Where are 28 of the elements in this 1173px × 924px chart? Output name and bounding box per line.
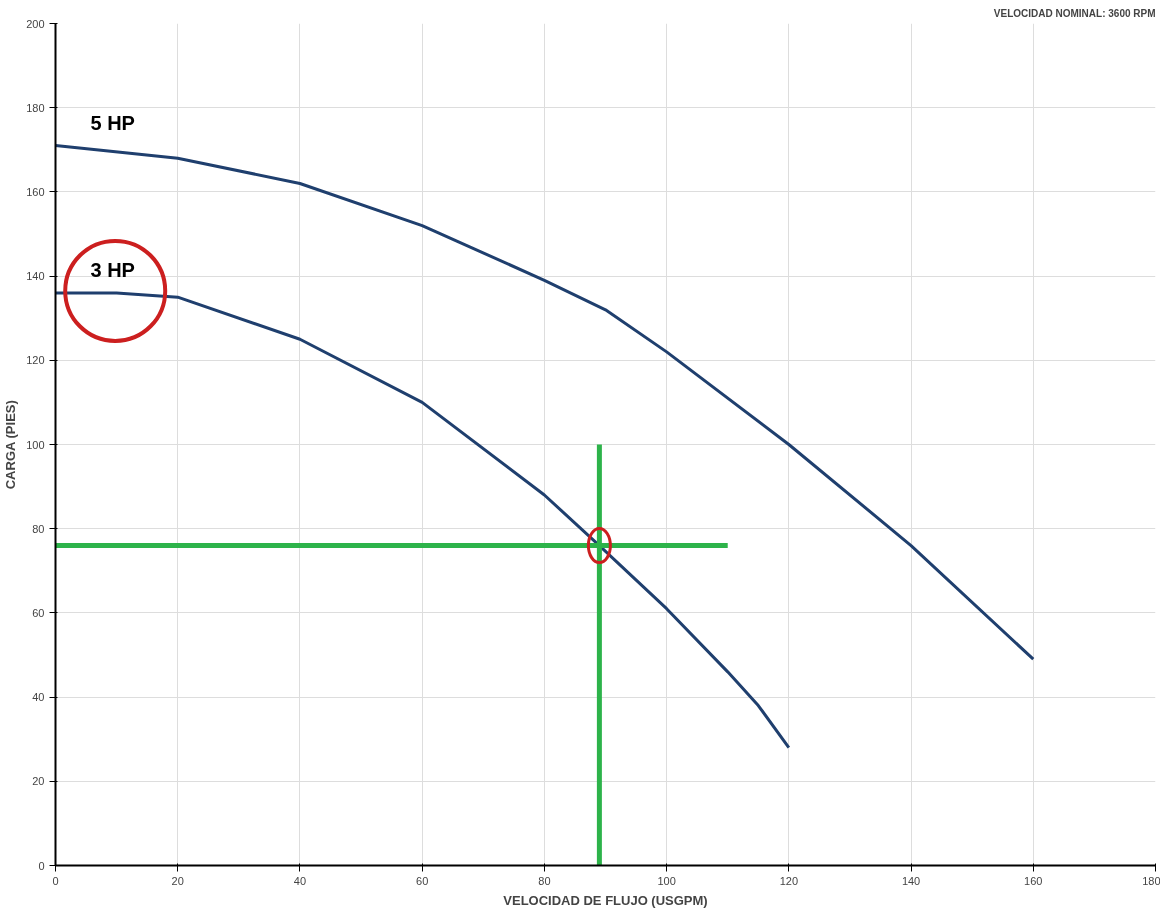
- x-tick-label: 40: [293, 874, 307, 887]
- y-tick-label: 0: [38, 859, 45, 872]
- x-tick-label: 0: [52, 874, 59, 887]
- x-tick-label: 20: [171, 874, 184, 887]
- y-tick-label: 160: [26, 185, 45, 198]
- y-tick-label: 60: [32, 606, 45, 619]
- x-tick-label: 140: [901, 874, 921, 887]
- x-tick-label: 120: [779, 874, 799, 887]
- y-axis-title: CARGA (PIES): [3, 400, 19, 490]
- y-tick-label: 120: [26, 354, 45, 367]
- y-tick-label: 200: [26, 17, 45, 30]
- line-series: [55, 291, 791, 750]
- text: VELOCIDAD NOMINAL: 3600 RPM: [993, 7, 1156, 19]
- x-tick-label: 60: [416, 874, 429, 887]
- x-tick-label: 100: [657, 874, 676, 887]
- y-tick-label: 140: [26, 270, 45, 283]
- series-label: 3 HP: [90, 258, 135, 281]
- y-tick-label: 100: [26, 438, 45, 451]
- x-tick-label: 180: [1142, 874, 1161, 887]
- y-tick-label: 40: [32, 691, 45, 704]
- x-axis-title: VELOCIDAD DE FLUJO (USGPM): [503, 892, 708, 908]
- series-label: 5 HP: [90, 111, 135, 134]
- x-tick-label: 80: [538, 874, 551, 887]
- x-tick-label: 160: [1024, 874, 1043, 887]
- y-tick-label: 20: [32, 775, 45, 788]
- y-tick-label: 80: [32, 522, 45, 535]
- line-series: [55, 144, 1035, 661]
- y-tick-label: 180: [26, 101, 45, 114]
